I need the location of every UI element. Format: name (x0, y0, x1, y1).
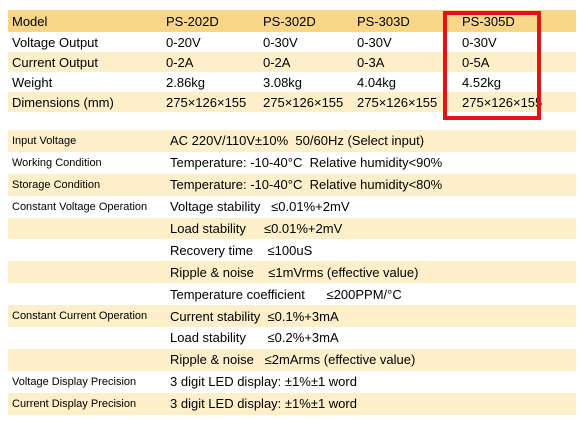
table-row: Voltage Output 0-20V 0-30V 0-30V 0-30V (8, 32, 576, 52)
table-row: Working Condition Temperature: -10-40°C … (8, 151, 576, 174)
header-cell-ps-305d: PS-305D (454, 10, 576, 32)
table-row: Constant Current Operation Current stabi… (8, 305, 576, 328)
spec-label (8, 348, 170, 371)
spec-label (8, 239, 170, 262)
spec-value: Load stability ≤0.2%+3mA (170, 327, 576, 349)
spec-label (8, 283, 170, 306)
spec-value: 3 digit LED display: ±1%±1 word (170, 370, 576, 393)
specifications-table: Input Voltage AC 220V/110V±10% 50/60Hz (… (8, 130, 576, 415)
spec-value: Temperature coefficient ≤200PPM/°C (170, 283, 576, 306)
spec-value: Temperature: -10-40°C Relative humidity<… (170, 151, 576, 174)
model-comparison-table: Model PS-202D PS-302D PS-303D PS-305D Vo… (8, 10, 576, 112)
table-row: Ripple & noise ≤2mArms (effective value) (8, 348, 576, 371)
spec-label (8, 327, 170, 349)
spec-label: Constant Current Operation (8, 305, 170, 328)
spec-value: Ripple & noise ≤1mVrms (effective value) (170, 261, 576, 284)
spec-value: 3 digit LED display: ±1%±1 word (170, 392, 576, 415)
table-cell: 0-30V (263, 32, 357, 52)
table-row: Temperature coefficient ≤200PPM/°C (8, 283, 576, 306)
row-label: Voltage Output (8, 32, 166, 52)
spec-label: Constant Voltage Operation (8, 195, 170, 218)
row-label: Current Output (8, 52, 166, 72)
table-cell: 0-30V (454, 32, 576, 52)
table-cell: 4.04kg (357, 72, 454, 92)
table-cell: 275×126×155 (263, 92, 357, 112)
header-cell-ps-202d: PS-202D (166, 10, 263, 32)
table-row: Load stability ≤0.01%+2mV (8, 217, 576, 240)
spec-label (8, 261, 170, 284)
table-cell: 275×126×155 (357, 92, 454, 112)
spec-label: Voltage Display Precision (8, 370, 170, 393)
table-row: Dimensions (mm) 275×126×155 275×126×155 … (8, 92, 576, 112)
table-cell: 0-2A (166, 52, 263, 72)
table-cell: 4.52kg (454, 72, 576, 92)
table-cell: 0-3A (357, 52, 454, 72)
table-row: Constant Voltage Operation Voltage stabi… (8, 195, 576, 218)
spec-value: Temperature: -10-40°C Relative humidity<… (170, 173, 576, 196)
header-cell-ps-302d: PS-302D (263, 10, 357, 32)
spec-value: Voltage stability ≤0.01%+2mV (170, 195, 576, 218)
table-cell: 275×126×155 (166, 92, 263, 112)
table-row: Current Output 0-2A 0-2A 0-3A 0-5A (8, 52, 576, 72)
spec-value: Recovery time ≤100uS (170, 239, 576, 262)
spec-value: AC 220V/110V±10% 50/60Hz (Select input) (170, 130, 576, 152)
spec-label: Current Display Precision (8, 392, 170, 415)
table-header-row: Model PS-202D PS-302D PS-303D PS-305D (8, 10, 576, 32)
table-cell: 2.86kg (166, 72, 263, 92)
header-cell-model: Model (8, 10, 166, 32)
table-row: Voltage Display Precision 3 digit LED di… (8, 370, 576, 393)
table-row: Load stability ≤0.2%+3mA (8, 327, 576, 349)
header-cell-ps-303d: PS-303D (357, 10, 454, 32)
spec-value: Load stability ≤0.01%+2mV (170, 217, 576, 240)
table-cell: 0-2A (263, 52, 357, 72)
table-cell: 3.08kg (263, 72, 357, 92)
table-row: Input Voltage AC 220V/110V±10% 50/60Hz (… (8, 130, 576, 152)
table-row: Current Display Precision 3 digit LED di… (8, 392, 576, 415)
row-label: Dimensions (mm) (8, 92, 166, 112)
table-row: Recovery time ≤100uS (8, 239, 576, 262)
spec-value: Ripple & noise ≤2mArms (effective value) (170, 348, 576, 371)
table-row: Ripple & noise ≤1mVrms (effective value) (8, 261, 576, 284)
table-cell: 275×126×155 (454, 92, 576, 112)
table-row: Storage Condition Temperature: -10-40°C … (8, 173, 576, 196)
spec-label: Input Voltage (8, 130, 170, 152)
spec-value: Current stability ≤0.1%+3mA (170, 305, 576, 328)
spec-label (8, 217, 170, 240)
row-label: Weight (8, 72, 166, 92)
spec-label: Working Condition (8, 151, 170, 174)
table-row: Weight 2.86kg 3.08kg 4.04kg 4.52kg (8, 72, 576, 92)
table-cell: 0-20V (166, 32, 263, 52)
table-cell: 0-5A (454, 52, 576, 72)
table-cell: 0-30V (357, 32, 454, 52)
spec-label: Storage Condition (8, 173, 170, 196)
